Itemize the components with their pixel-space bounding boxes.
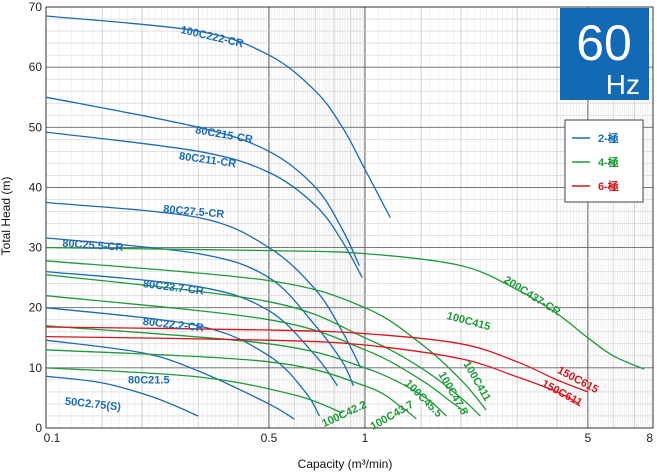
frequency-badge-background — [560, 8, 649, 100]
curve-label: 80C211-CR — [178, 150, 237, 170]
y-tick-label: 0 — [35, 421, 42, 435]
y-tick-label: 40 — [29, 180, 43, 194]
curve-label: 50C2.75(S) — [64, 396, 122, 414]
legend-label: 6-極 — [598, 179, 619, 193]
curve-100c45-5 — [45, 325, 447, 417]
curve-80c25-5-cr — [45, 237, 354, 387]
plot-frame — [45, 6, 654, 429]
curve-150c611 — [45, 335, 580, 405]
curve-80c211-cr — [45, 131, 363, 278]
y-tick-label: 20 — [29, 301, 43, 315]
curve-80c215-cr — [45, 96, 360, 266]
y-tick-label: 10 — [29, 361, 43, 375]
curve-100c222-cr — [45, 15, 391, 218]
x-tick-label: 8 — [646, 431, 653, 445]
y-tick-label: 30 — [29, 241, 43, 255]
curve-80c22-2-cr — [45, 307, 321, 417]
curve-100c43-7 — [45, 349, 417, 420]
curve-label: 80C25.5-CR — [62, 238, 124, 254]
frequency-badge-unit: Hz — [606, 69, 640, 100]
legend-label: 4-極 — [598, 155, 619, 169]
x-tick-label: 0.5 — [261, 431, 278, 445]
curve-label: 100C42.2 — [320, 399, 368, 430]
curve-label: 100C415 — [445, 310, 491, 333]
curve-100c42-2 — [45, 367, 343, 414]
y-tick-label: 60 — [29, 60, 43, 74]
y-tick-label: 70 — [29, 0, 43, 14]
x-axis-ticks: 0.1 0.5 1 5 8 — [44, 431, 654, 445]
curve-100c415 — [45, 260, 487, 411]
x-tick-label: 5 — [585, 431, 592, 445]
performance-curves — [45, 15, 645, 420]
frequency-badge: 60 Hz — [560, 8, 649, 100]
curve-80c21-5 — [45, 339, 295, 420]
curve-150c615 — [45, 326, 589, 393]
curve-label: 80C27.5-CR — [163, 203, 225, 220]
curve-80c23-7-cr — [45, 270, 339, 387]
legend-box — [564, 119, 644, 203]
x-axis-title: Capacity (m³/min) — [298, 457, 393, 471]
curve-label: 100C222-CR — [179, 24, 244, 50]
curve-200c437-cr — [45, 246, 645, 370]
curve-100c47-5 — [45, 295, 469, 414]
legend: 2-極 4-極 6-極 — [564, 119, 644, 203]
x-tick-label: 0.1 — [44, 431, 61, 445]
curve-label: 80C23.7-CR — [142, 278, 204, 297]
curve-label: 80C21.5 — [128, 374, 170, 386]
curve-100c411 — [45, 273, 481, 417]
legend-label: 2-極 — [598, 131, 619, 145]
y-tick-label: 50 — [29, 120, 43, 134]
frequency-badge-value: 60 — [576, 15, 632, 71]
y-axis-title: Total Head (m) — [0, 177, 13, 256]
x-tick-label: 1 — [362, 431, 369, 445]
curve-50c2-75-s- — [45, 375, 199, 417]
curve-labels: 100C222-CR80C215-CR80C211-CR80C27.5-CR80… — [62, 24, 600, 433]
y-axis-ticks: 0 10 20 30 40 50 60 70 — [29, 0, 43, 435]
